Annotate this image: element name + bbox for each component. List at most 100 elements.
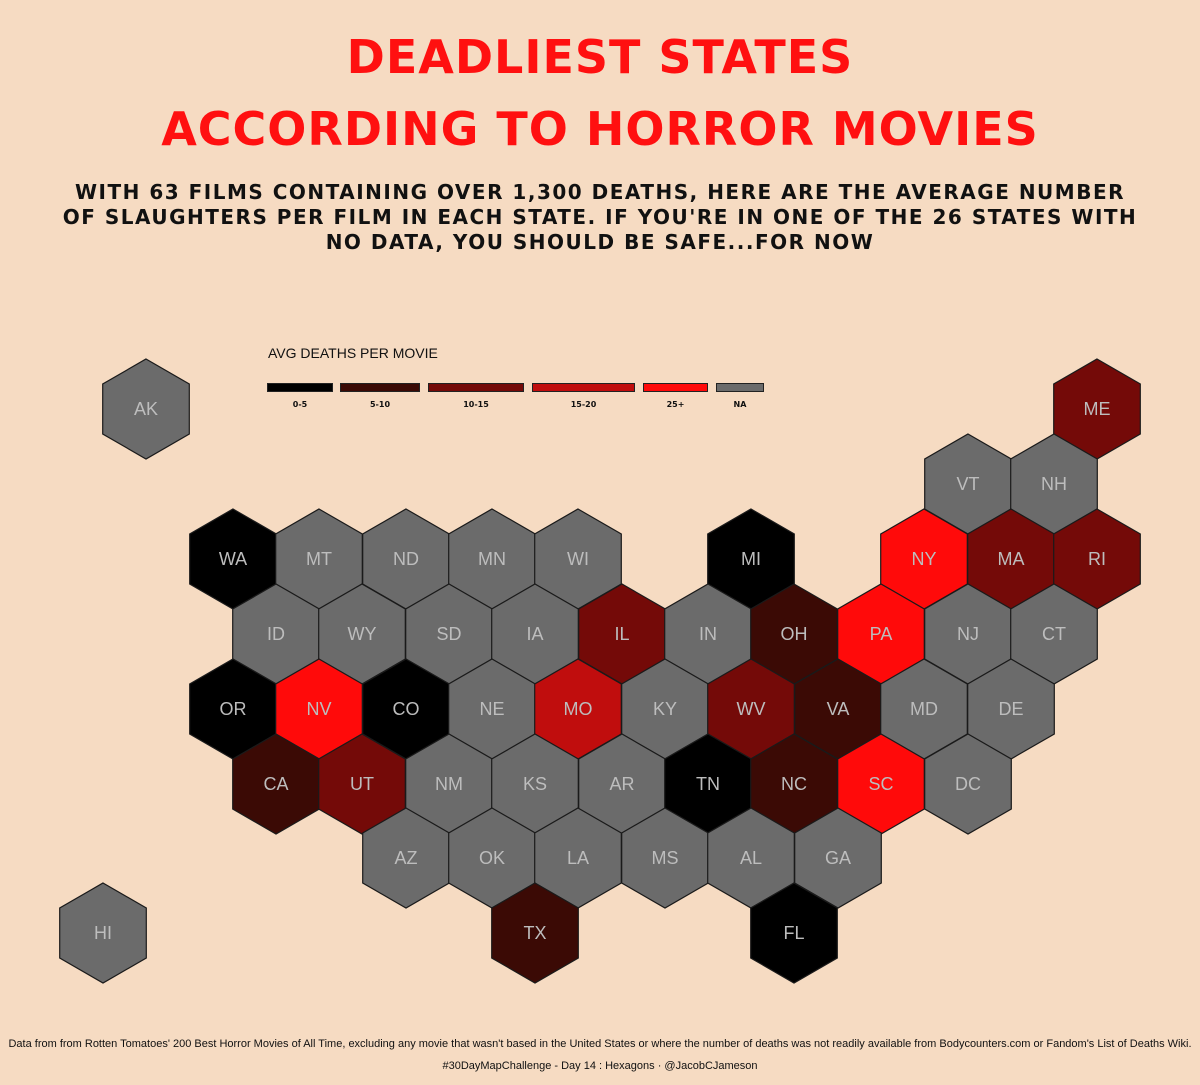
legend-item: 0-5 bbox=[267, 383, 333, 409]
state-label: IA bbox=[526, 624, 543, 644]
state-label: WY bbox=[348, 624, 377, 644]
state-label: AL bbox=[740, 848, 762, 868]
hexagon bbox=[924, 733, 1012, 835]
hexagon bbox=[750, 882, 838, 984]
state-hex-mn: MN bbox=[448, 508, 536, 610]
state-label: NJ bbox=[957, 624, 979, 644]
legend-item: 10-15 bbox=[428, 383, 524, 409]
subtitle: WITH 63 FILMS CONTAINING OVER 1,300 DEAT… bbox=[62, 180, 1138, 254]
state-hex-ky: KY bbox=[621, 658, 709, 760]
source-note: Data from from Rotten Tomatoes' 200 Best… bbox=[8, 1038, 1192, 1050]
legend-label: 0-5 bbox=[292, 400, 308, 409]
state-label: AK bbox=[134, 399, 158, 419]
state-hex-hi: HI bbox=[59, 882, 147, 984]
state-label: KY bbox=[653, 699, 677, 719]
state-hex-ak: AK bbox=[102, 358, 190, 460]
state-label: MD bbox=[910, 699, 938, 719]
state-label: WV bbox=[737, 699, 766, 719]
state-label: SD bbox=[436, 624, 461, 644]
state-label: AR bbox=[609, 774, 634, 794]
legend-swatch bbox=[532, 383, 635, 392]
legend-item: 15-20 bbox=[532, 383, 635, 409]
hexagon bbox=[102, 358, 190, 460]
legend-label: 15-20 bbox=[570, 400, 597, 409]
state-hex-az: AZ bbox=[362, 807, 450, 909]
state-hex-ms: MS bbox=[621, 807, 709, 909]
state-label: NH bbox=[1041, 474, 1067, 494]
state-label: VT bbox=[956, 474, 979, 494]
state-hex-ct: CT bbox=[1010, 583, 1098, 685]
state-label: SC bbox=[868, 774, 893, 794]
state-label: PA bbox=[870, 624, 893, 644]
state-label: TX bbox=[523, 923, 546, 943]
legend-label: 5-10 bbox=[369, 400, 391, 409]
state-label: NY bbox=[911, 549, 936, 569]
legend-swatch bbox=[643, 383, 708, 392]
state-label: CO bbox=[393, 699, 420, 719]
state-hex-wa: WA bbox=[189, 508, 277, 610]
legend-swatch bbox=[428, 383, 524, 392]
state-label: LA bbox=[567, 848, 589, 868]
state-hex-ks: KS bbox=[491, 733, 579, 835]
state-label: AZ bbox=[394, 848, 417, 868]
state-label: CA bbox=[263, 774, 288, 794]
state-label: MI bbox=[741, 549, 761, 569]
state-label: DC bbox=[955, 774, 981, 794]
state-label: CT bbox=[1042, 624, 1066, 644]
legend-item: NA bbox=[716, 383, 764, 409]
state-label: MA bbox=[998, 549, 1025, 569]
state-label: MN bbox=[478, 549, 506, 569]
hexagon bbox=[794, 807, 882, 909]
state-label: KS bbox=[523, 774, 547, 794]
state-hex-dc: DC bbox=[924, 733, 1012, 835]
legend-title: AVG DEATHS PER MOVIE bbox=[268, 345, 438, 361]
state-label: MS bbox=[652, 848, 679, 868]
state-label: OK bbox=[479, 848, 505, 868]
state-label: NV bbox=[306, 699, 331, 719]
legend-item: 25+ bbox=[643, 383, 708, 409]
legend-label: 25+ bbox=[666, 400, 685, 409]
hexagon bbox=[59, 882, 147, 984]
state-label: RI bbox=[1088, 549, 1106, 569]
state-label: MT bbox=[306, 549, 332, 569]
hexagon bbox=[491, 882, 579, 984]
state-hex-or: OR bbox=[189, 658, 277, 760]
title-line-2: ACCORDING TO HORROR MOVIES bbox=[161, 102, 1039, 156]
state-label: MO bbox=[564, 699, 593, 719]
state-label: IN bbox=[699, 624, 717, 644]
state-label: DE bbox=[998, 699, 1023, 719]
state-label: WI bbox=[567, 549, 589, 569]
legend-item: 5-10 bbox=[340, 383, 420, 409]
state-label: WA bbox=[219, 549, 247, 569]
state-label: ND bbox=[393, 549, 419, 569]
legend-label: 10-15 bbox=[463, 400, 489, 409]
legend-swatch bbox=[716, 383, 764, 392]
state-hex-tn: TN bbox=[664, 733, 752, 835]
state-hex-ar: AR bbox=[578, 733, 666, 835]
state-label: FL bbox=[783, 923, 804, 943]
state-label: ID bbox=[267, 624, 285, 644]
title-line-1: DEADLIEST STATES bbox=[346, 30, 854, 84]
state-label: IL bbox=[614, 624, 629, 644]
state-label: OR bbox=[220, 699, 247, 719]
state-label: HI bbox=[94, 923, 112, 943]
state-label: OH bbox=[781, 624, 808, 644]
legend-swatch bbox=[340, 383, 420, 392]
credit-line: #30DayMapChallenge - Day 14 : Hexagons ·… bbox=[442, 1060, 758, 1072]
state-label: UT bbox=[350, 774, 374, 794]
state-hex-va: VA bbox=[794, 658, 882, 760]
state-label: VA bbox=[827, 699, 850, 719]
state-hex-sd: SD bbox=[405, 583, 493, 685]
state-label: ME bbox=[1084, 399, 1111, 419]
state-label: TN bbox=[696, 774, 720, 794]
state-hex-nd: ND bbox=[362, 508, 450, 610]
state-label: NC bbox=[781, 774, 807, 794]
state-hex-tx: TX bbox=[491, 882, 579, 984]
state-label: GA bbox=[825, 848, 851, 868]
state-label: NM bbox=[435, 774, 463, 794]
state-hex-de: DE bbox=[967, 658, 1055, 760]
state-hex-fl: FL bbox=[750, 882, 838, 984]
state-hex-ga: GA bbox=[794, 807, 882, 909]
state-hex-in: IN bbox=[664, 583, 752, 685]
